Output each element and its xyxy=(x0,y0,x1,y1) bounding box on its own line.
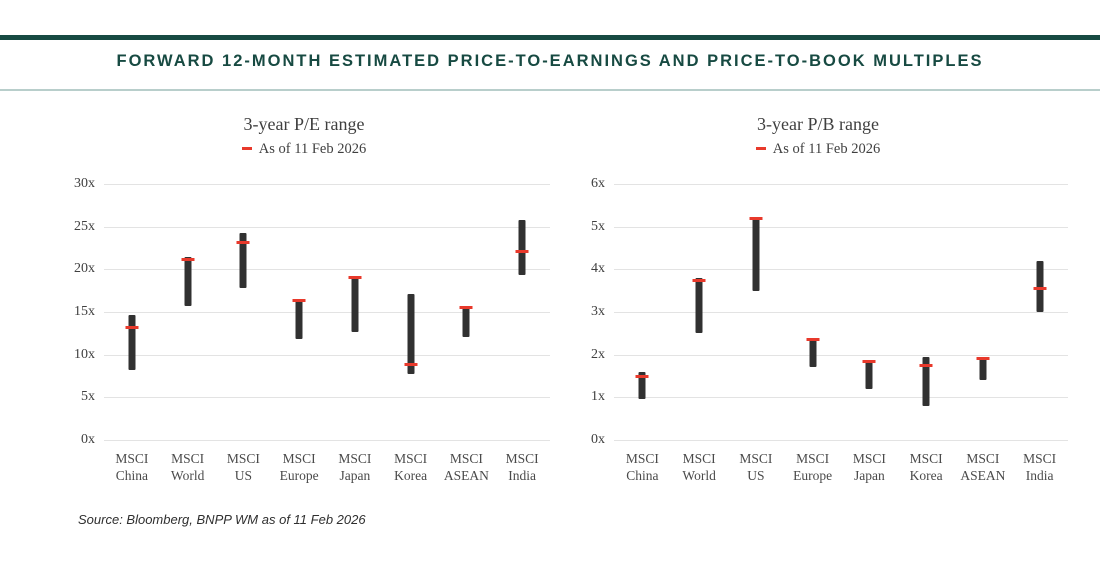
current-marker-msci-china xyxy=(125,325,139,329)
range-bar-msci-japan xyxy=(351,276,359,332)
y-tick-label: 25x xyxy=(74,218,95,234)
x-axis: MSCI China MSCI World MSCI US MSCI Europe MSCI Ja… xyxy=(104,450,550,494)
legend-red-dash-icon xyxy=(241,147,252,151)
source-note: Source: Bloomberg, BNPP WM as of 11 Feb … xyxy=(78,512,366,527)
x-axis-label: MSCI China xyxy=(115,451,149,483)
x-axis: MSCI China MSCI World MSCI US MSCI Europe MSCI Ja… xyxy=(614,450,1068,494)
gridline xyxy=(614,312,1068,313)
x-axis-label: MSCI Korea xyxy=(909,451,943,483)
gridline xyxy=(614,184,1068,185)
x-axis-label: MSCI Japan xyxy=(852,451,886,483)
range-bar-msci-japan xyxy=(865,361,873,389)
range-bar-msci-asean xyxy=(462,306,470,337)
pe-chart-title: 3-year P/E range xyxy=(243,114,365,134)
gridline xyxy=(104,269,550,271)
current-marker-msci-us xyxy=(236,241,250,245)
gridline xyxy=(104,184,550,185)
current-marker-msci-asean xyxy=(459,306,473,310)
current-marker-msci-asean xyxy=(976,357,990,361)
gridline xyxy=(614,440,1068,441)
gridline xyxy=(104,440,550,441)
range-bar-msci-india xyxy=(1036,260,1044,312)
page-title: FORWARD 12-MONTH ESTIMATED PRICE-TO-EARN… xyxy=(116,52,984,70)
plot-area xyxy=(614,184,1068,441)
y-tick-label: 0x xyxy=(81,432,95,447)
y-tick-label: 6x xyxy=(591,176,605,191)
pb-chart-legend: As of 11 Feb 2026 xyxy=(568,139,1068,159)
range-bar-msci-europe xyxy=(809,337,817,368)
range-bar-msci-india xyxy=(518,219,526,276)
plot-area xyxy=(104,184,550,441)
y-tick-label: 2x xyxy=(591,346,605,362)
y-tick-label: 3x xyxy=(591,304,605,319)
y-tick-label: 5x xyxy=(81,389,95,405)
range-bar-msci-us xyxy=(752,218,760,291)
gridline xyxy=(614,226,1068,228)
x-axis-label: MSCI Europe xyxy=(279,451,319,483)
range-bar-msci-korea xyxy=(922,356,930,406)
x-axis-label: MSCI Japan xyxy=(338,451,372,483)
y-tick-label: 15x xyxy=(74,304,95,319)
y-tick-label: 0x xyxy=(591,432,605,447)
x-axis-label: MSCI India xyxy=(505,451,539,483)
gridline xyxy=(104,226,550,228)
gridline xyxy=(614,354,1068,356)
top-accent-rule xyxy=(0,35,1100,40)
legend-label: As of 11 Feb 2026 xyxy=(772,141,881,157)
x-axis-label: MSCI Europe xyxy=(793,451,833,483)
x-axis-label: MSCI World xyxy=(682,451,716,483)
gridline xyxy=(104,397,550,399)
x-axis-label: MSCI ASEAN xyxy=(443,451,489,483)
range-bar-msci-china xyxy=(638,371,646,400)
current-marker-msci-india xyxy=(515,249,529,253)
current-marker-msci-us xyxy=(749,216,763,220)
current-marker-msci-korea xyxy=(919,363,933,367)
gridline xyxy=(104,312,550,313)
y-tick-label: 10x xyxy=(74,346,95,362)
x-axis-label: MSCI India xyxy=(1023,451,1057,483)
current-marker-msci-europe xyxy=(806,338,820,342)
x-axis-label: MSCI China xyxy=(625,451,659,483)
y-tick-label: 5x xyxy=(591,218,605,234)
pe-chart-legend: As of 11 Feb 2026 xyxy=(58,139,550,159)
y-tick-label: 20x xyxy=(74,261,95,277)
range-bar-msci-korea xyxy=(407,294,415,375)
gridline xyxy=(104,354,550,356)
x-axis-label: MSCI Korea xyxy=(394,451,428,483)
current-marker-msci-japan xyxy=(348,275,362,279)
x-axis-label: MSCI US xyxy=(739,451,773,483)
y-tick-label: 1x xyxy=(591,389,605,405)
legend-label: As of 11 Feb 2026 xyxy=(258,141,367,157)
y-tick-label: 30x xyxy=(74,176,95,191)
range-bar-msci-asean xyxy=(979,358,987,381)
y-axis: 0x 5x 10x 15x 20x 25x 30x xyxy=(58,177,104,447)
current-marker-msci-india xyxy=(1033,287,1047,291)
range-bar-msci-world xyxy=(184,257,192,306)
gridline xyxy=(614,397,1068,399)
pe-range-chart: 3-year P/E range As of 11 Feb 2026 0x 5x 1… xyxy=(58,112,550,494)
range-bar-msci-world xyxy=(695,277,703,334)
range-bar-msci-europe xyxy=(295,299,303,340)
current-marker-msci-korea xyxy=(404,363,418,367)
x-axis-label: MSCI ASEAN xyxy=(960,451,1006,483)
y-tick-label: 4x xyxy=(591,261,605,277)
header-separator xyxy=(0,89,1100,91)
range-bar-msci-us xyxy=(239,232,247,289)
legend-red-dash-icon xyxy=(755,147,766,151)
pb-range-chart: 3-year P/B range As of 11 Feb 2026 0x 1x 2… xyxy=(568,112,1068,494)
x-axis-label: MSCI US xyxy=(226,451,260,483)
current-marker-msci-europe xyxy=(292,298,306,302)
x-axis-label: MSCI World xyxy=(170,451,205,483)
pb-chart-title: 3-year P/B range xyxy=(757,114,879,134)
y-axis: 0x 1x 2x 3x 4x 5x 6x xyxy=(568,177,614,447)
current-marker-msci-china xyxy=(635,374,649,378)
current-marker-msci-japan xyxy=(862,359,876,363)
range-bar-msci-china xyxy=(128,314,136,370)
gridline xyxy=(614,269,1068,271)
current-marker-msci-world xyxy=(692,278,706,282)
current-marker-msci-world xyxy=(181,258,195,262)
